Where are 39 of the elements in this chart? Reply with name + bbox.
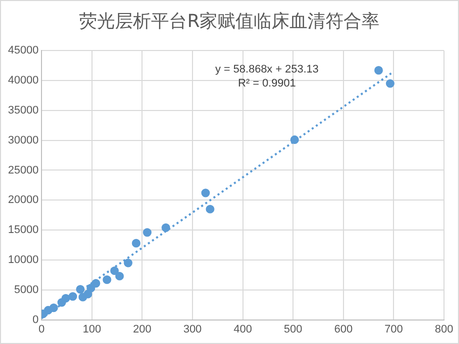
point bbox=[142, 228, 152, 237]
point bbox=[386, 79, 394, 88]
x-tick-label: 600 bbox=[334, 323, 353, 336]
y-tick-label: 30000 bbox=[8, 134, 39, 146]
point bbox=[61, 294, 70, 303]
point bbox=[86, 284, 96, 292]
x-tick-label: 400 bbox=[234, 323, 252, 336]
x-tick-label: 200 bbox=[133, 323, 152, 336]
point bbox=[132, 238, 140, 248]
point bbox=[92, 279, 100, 288]
y-tick-label: 35000 bbox=[8, 104, 39, 116]
point bbox=[76, 284, 85, 294]
point bbox=[206, 204, 214, 214]
annotation: R² = 0.9901 bbox=[238, 78, 296, 90]
x-tick-label: 100 bbox=[82, 323, 102, 336]
point bbox=[110, 266, 119, 276]
point bbox=[290, 135, 299, 144]
point bbox=[124, 258, 132, 268]
point bbox=[374, 66, 383, 75]
x-tick-label: 700 bbox=[384, 323, 403, 336]
y-tick-label: 15000 bbox=[8, 224, 39, 236]
y-tick-label: 0 bbox=[32, 314, 39, 326]
x-tick-label: 300 bbox=[183, 323, 202, 336]
point bbox=[201, 188, 210, 198]
y-tick-label: 10000 bbox=[8, 254, 39, 266]
point bbox=[162, 223, 170, 232]
x-tick-label: 500 bbox=[284, 323, 302, 336]
point bbox=[115, 272, 124, 280]
x-tick-label: 800 bbox=[434, 323, 454, 336]
point bbox=[68, 292, 78, 301]
annotation: y = 58.868x + 253.13 bbox=[215, 64, 319, 76]
y-tick-label: 40000 bbox=[8, 74, 39, 87]
y-tick-label: 5000 bbox=[14, 284, 39, 296]
chart-title: 荧光层析平台R家赋值临床血清符合率 bbox=[78, 10, 381, 33]
y-tick-label: 45000 bbox=[8, 44, 39, 57]
y-tick-label: 20000 bbox=[8, 194, 39, 206]
y-tick-label: 25000 bbox=[8, 164, 39, 176]
point bbox=[102, 275, 112, 284]
point bbox=[49, 304, 58, 312]
